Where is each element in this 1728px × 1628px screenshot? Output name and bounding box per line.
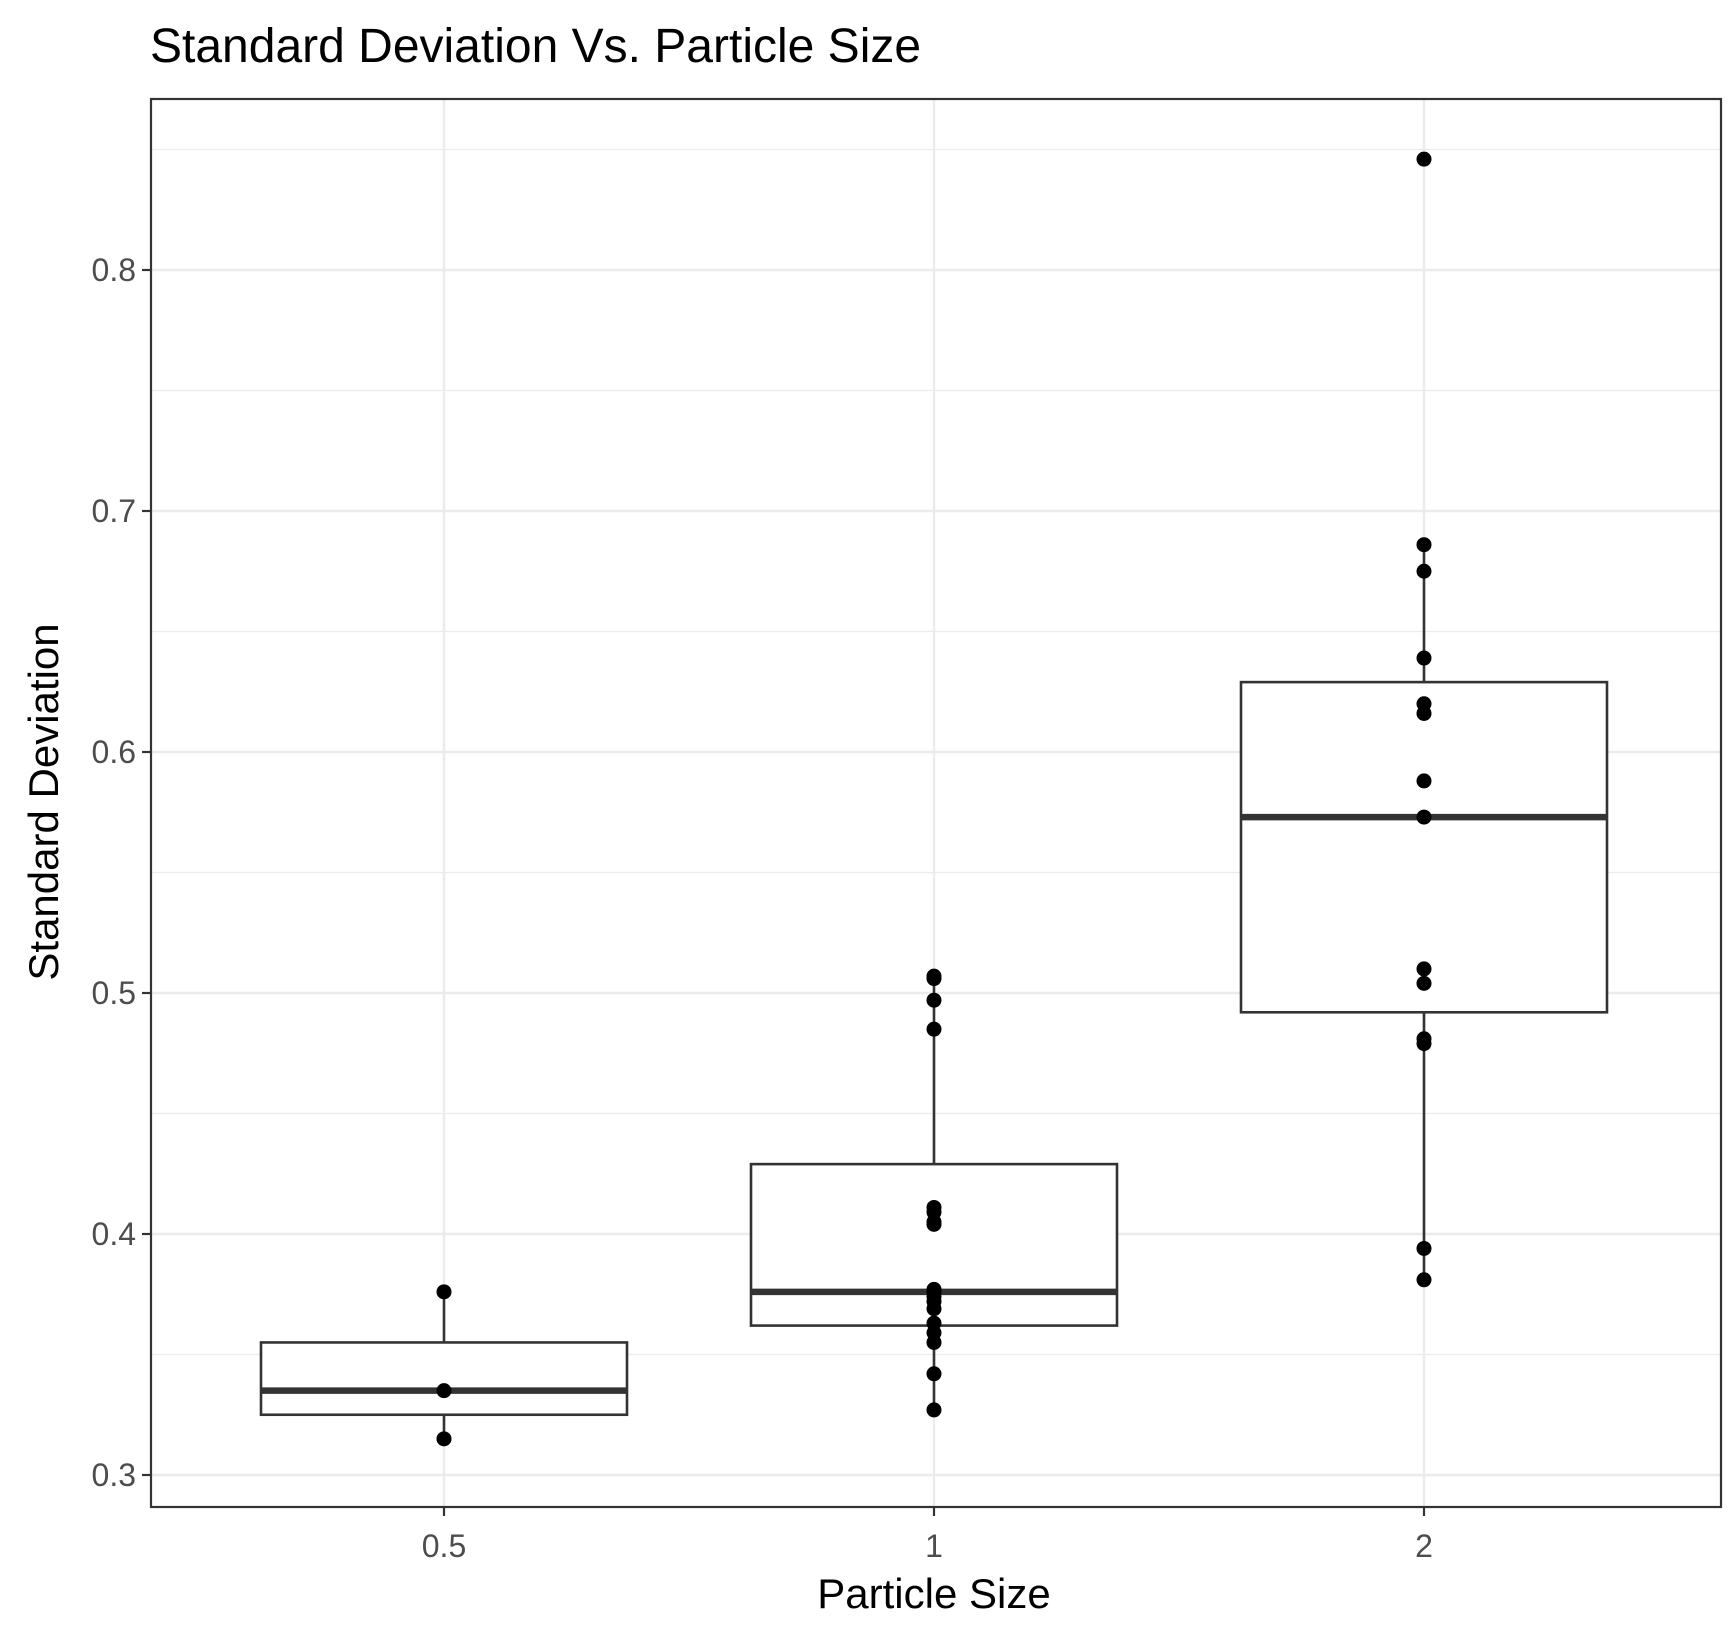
box-body <box>259 1341 629 1417</box>
x-axis-label: Particle Size <box>817 1570 1050 1617</box>
box-2 <box>1239 544 1609 1280</box>
x-tick-label: 2 <box>1415 1528 1433 1564</box>
y-tick-label: 0.7 <box>92 493 136 529</box>
data-point <box>1416 650 1432 666</box>
data-point <box>1416 705 1432 721</box>
chart-title: Standard Deviation Vs. Particle Size <box>150 20 921 73</box>
plot-panel-border <box>149 97 1723 1509</box>
y-tick-label: 0.4 <box>92 1216 136 1252</box>
x-tick-label: 1 <box>925 1528 943 1564</box>
y-tick-label: 0.3 <box>92 1457 136 1493</box>
data-point <box>1416 975 1432 991</box>
data-point <box>1416 1240 1432 1256</box>
data-point <box>926 992 942 1008</box>
x-axis: 0.5 1 2 <box>422 1507 1433 1564</box>
data-point <box>926 971 942 987</box>
y-axis: 0.3 0.4 0.5 0.6 0.7 0.8 <box>92 252 151 1493</box>
data-point <box>1416 961 1432 977</box>
data-point <box>926 1334 942 1350</box>
y-axis-label: Standard Deviation <box>20 623 67 980</box>
data-point <box>1416 773 1432 789</box>
y-tick-label: 0.6 <box>92 734 136 770</box>
data-point <box>436 1431 452 1447</box>
data-point <box>1416 809 1432 825</box>
box-body <box>1239 680 1609 1014</box>
data-point <box>926 1216 942 1232</box>
point-layer <box>436 151 1432 1447</box>
data-point <box>1416 563 1432 579</box>
data-point <box>926 1402 942 1418</box>
y-tick-label: 0.8 <box>92 252 136 288</box>
data-point <box>1416 537 1432 553</box>
data-point <box>926 1366 942 1382</box>
data-point <box>926 1021 942 1037</box>
data-point <box>926 1301 942 1317</box>
data-point <box>436 1284 452 1300</box>
data-point <box>1416 1272 1432 1288</box>
x-tick-label: 0.5 <box>422 1528 466 1564</box>
data-point <box>436 1383 452 1399</box>
data-point <box>1416 151 1432 167</box>
y-tick-label: 0.5 <box>92 975 136 1011</box>
data-point <box>1416 1036 1432 1052</box>
box-layer <box>259 544 1609 1439</box>
